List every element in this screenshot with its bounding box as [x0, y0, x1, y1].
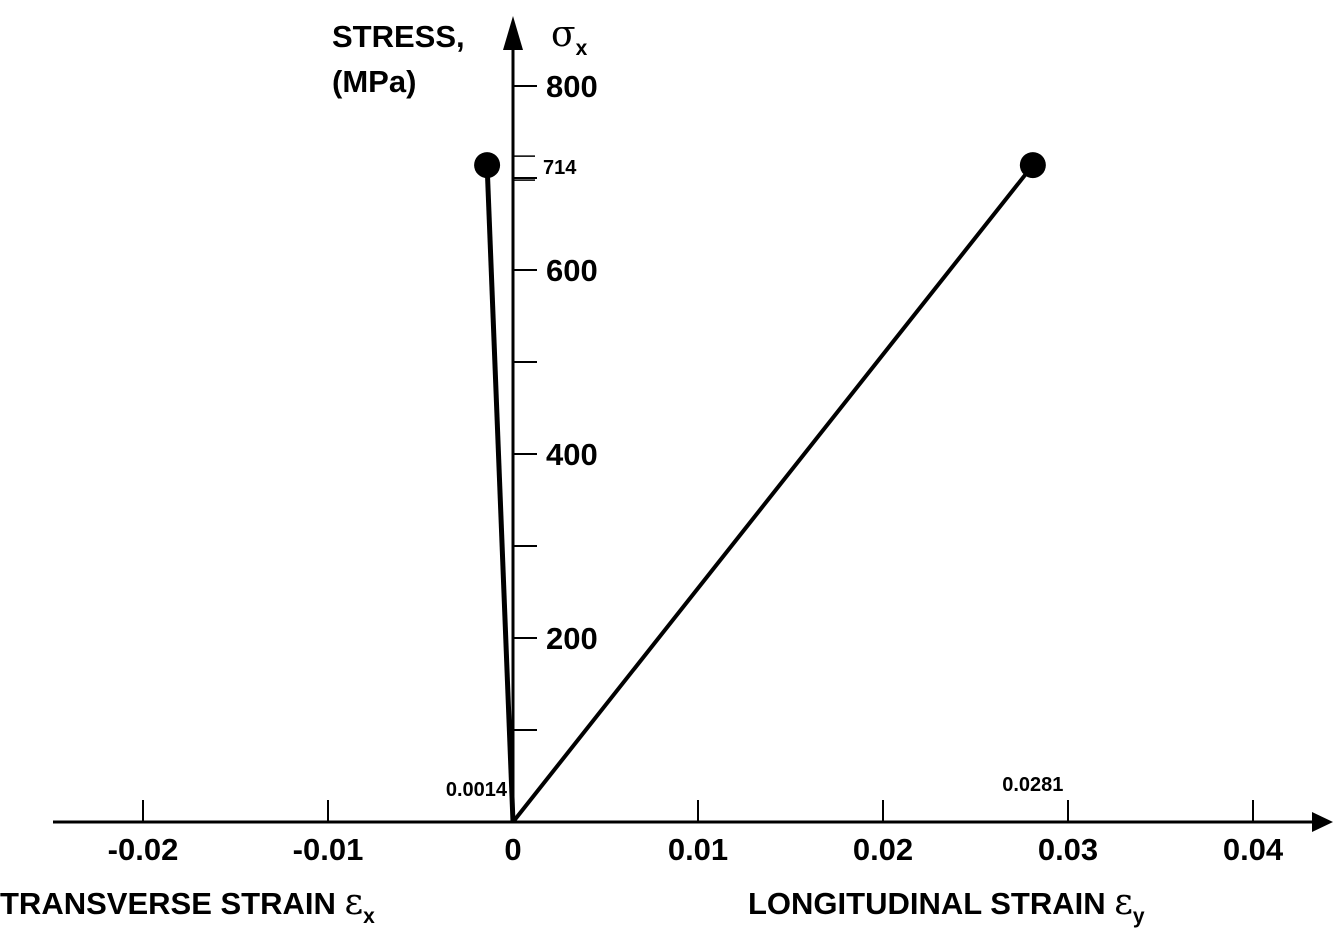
- y-axis-symbol: σx: [551, 14, 588, 60]
- x-tick-label: 0.04: [1223, 832, 1284, 867]
- y-tick-label: 600: [546, 253, 598, 288]
- epsilon-x-subscript: x: [363, 905, 375, 928]
- endpoint-marker: [474, 152, 501, 179]
- transverse-label-text: TRANSVERSE STRAIN: [0, 886, 344, 921]
- x-tick-label: -0.01: [293, 832, 364, 867]
- x-tick-label: 0.01: [668, 832, 728, 867]
- y-tick-label: 800: [546, 69, 598, 104]
- x-axis-label-transverse: TRANSVERSE STRAIN εx: [0, 882, 375, 928]
- x-tick-label: 0.02: [853, 832, 913, 867]
- y-axis-label-line1: STRESS,: [332, 19, 465, 54]
- y-axis-label-line2: (MPa): [332, 64, 416, 99]
- y-tick-label: 400: [546, 437, 598, 472]
- y-annotation-label: 714: [543, 157, 577, 179]
- endpoint-marker: [1019, 152, 1046, 179]
- series-group: [474, 152, 1046, 824]
- longitudinal-label-text: LONGITUDINAL STRAIN: [748, 886, 1114, 921]
- x-annotation-label: 0.0014: [446, 779, 508, 801]
- sigma-symbol: σ: [551, 14, 576, 55]
- y-tick-group: 200 400 600 800: [513, 69, 598, 731]
- epsilon-x-symbol: ε: [344, 882, 363, 923]
- x-tick-label: 0: [504, 832, 521, 867]
- x-tick-label: -0.02: [108, 832, 179, 867]
- x-axis-label-longitudinal: LONGITUDINAL STRAIN εy: [748, 882, 1145, 928]
- x-tick-group: -0.02 -0.01 0 0.01 0.02 0.03 0.04: [108, 800, 1284, 867]
- x-tick-label: 0.03: [1038, 832, 1098, 867]
- annotation-group: 714 0.0014 0.0281: [446, 155, 1063, 801]
- epsilon-y-subscript: y: [1133, 905, 1145, 928]
- y-axis-arrowhead: [503, 16, 523, 50]
- series-line: [484, 165, 516, 823]
- sigma-subscript: x: [576, 37, 588, 60]
- epsilon-y-symbol: ε: [1114, 882, 1133, 923]
- series-line: [511, 163, 1035, 824]
- x-annotation-label: 0.0281: [1002, 774, 1063, 796]
- x-axis-arrowhead: [1312, 812, 1333, 832]
- y-tick-label: 200: [546, 621, 598, 656]
